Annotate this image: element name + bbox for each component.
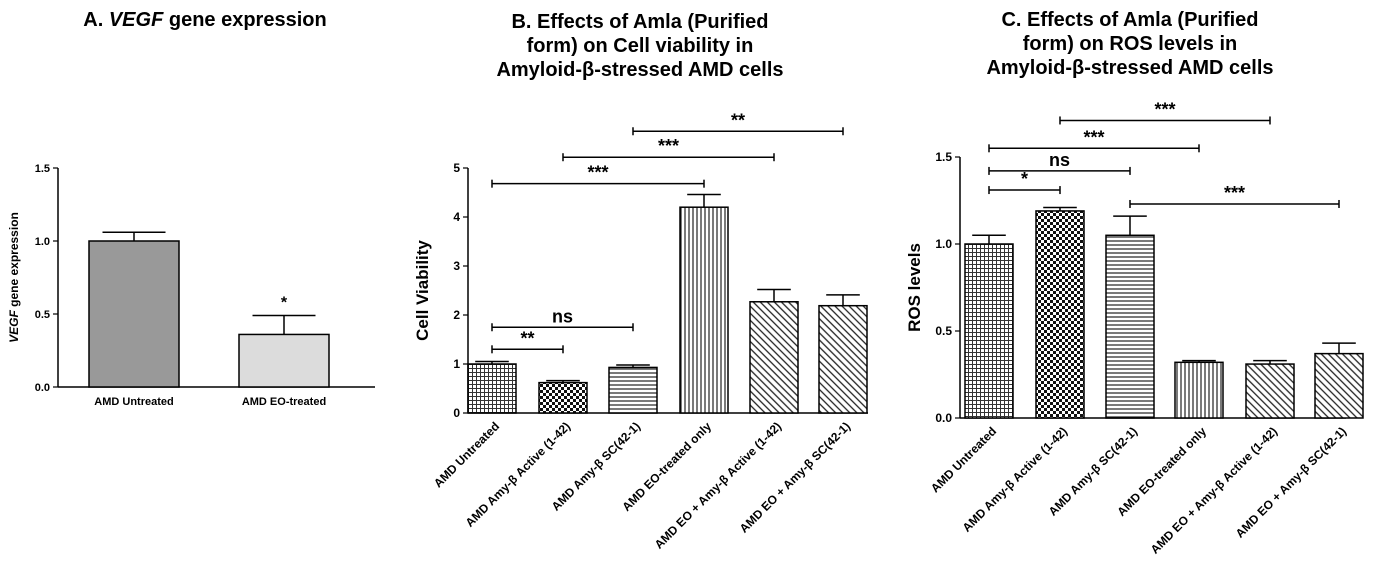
y-tick-label: 0.5: [935, 324, 952, 338]
panel-a-chart: 0.0 0.5 1.0 1.5 VEGF gene expression AMD Untr…: [7, 163, 375, 408]
significance-annotation: *: [281, 294, 288, 311]
y-tick-label: 1.0: [35, 236, 50, 248]
x-tick-label: AMD Untreated: [431, 419, 502, 490]
y-tick-label: 0.0: [35, 382, 50, 394]
y-tick-label: 0.5: [35, 309, 50, 321]
significance-label: ns: [552, 306, 573, 326]
significance-label: ns: [1049, 150, 1070, 170]
significance-label: ***: [1224, 183, 1245, 203]
y-axis-label: VEGF gene expression: [7, 212, 21, 343]
bar: [467, 363, 517, 414]
bar: [538, 381, 588, 414]
bar: [964, 243, 1014, 419]
y-tick-label: 1.5: [35, 163, 50, 175]
bar: [88, 240, 180, 388]
bar: [818, 304, 868, 414]
panel-c-title-line: Amyloid-β-stressed AMD cells: [986, 57, 1274, 79]
x-tick-label: AMD Untreated: [928, 424, 999, 495]
y-axis-label-rest: gene expression: [7, 212, 21, 310]
significance-label: *: [1021, 169, 1028, 189]
x-tick-label: AMD EO + Amy-β SC(42-1): [1233, 424, 1349, 540]
bar: [1174, 361, 1224, 419]
x-tick-label: AMD EO + Amy-β Active (1-42): [652, 419, 784, 551]
panel-a-title-italic: VEGF: [108, 9, 164, 31]
y-axis-label: ROS levels: [905, 243, 924, 332]
y-tick-label: 1.0: [935, 237, 952, 251]
panel-b-title: B. Effects of Amla (Purified form) on Ce…: [455, 10, 825, 82]
significance-label: ***: [587, 163, 608, 183]
panel-c-title-line: form) on ROS levels in: [1022, 33, 1238, 55]
y-tick-label: 1: [453, 357, 460, 371]
significance-label: ***: [1083, 127, 1104, 147]
panel-a-title-prefix: A.: [83, 9, 109, 31]
panel-a-title-suffix: gene expression: [163, 9, 327, 31]
panel-b-title-line: form) on Cell viability in: [526, 35, 754, 57]
bar: [1105, 234, 1155, 419]
x-tick-label: AMD EO + Amy-β SC(42-1): [737, 419, 853, 535]
significance-label: **: [731, 110, 745, 130]
bar: [1314, 352, 1364, 419]
y-tick-label: 2: [453, 308, 460, 322]
significance-label: ***: [658, 136, 679, 156]
y-axis-label-italic: VEGF: [7, 310, 21, 343]
y-tick-label: 5: [453, 161, 460, 175]
significance-label: ***: [1154, 99, 1175, 119]
bar: [608, 366, 658, 414]
significance-label: **: [520, 328, 534, 348]
bar: [1035, 210, 1085, 419]
bar: [749, 301, 799, 414]
panel-b-title-line: Amyloid-β-stressed AMD cells: [496, 59, 784, 81]
panel-c-title: C. Effects of Amla (Purified form) on RO…: [940, 8, 1320, 80]
y-tick-label: 0: [453, 406, 460, 420]
y-axis-label: Cell Viability: [413, 240, 432, 341]
x-tick-label: AMD EO + Amy-β Active (1-42): [1148, 424, 1280, 556]
x-tick-label: AMD EO-treated: [242, 396, 326, 408]
y-tick-label: 1.5: [935, 150, 952, 164]
bar: [1245, 363, 1295, 419]
y-tick-label: 4: [453, 210, 460, 224]
bar: [238, 333, 330, 388]
panel-a-title: A. VEGF gene expression: [20, 8, 390, 32]
panel-b-title-line: B. Effects of Amla (Purified: [511, 11, 769, 33]
panel-c-title-line: C. Effects of Amla (Purified: [1001, 9, 1259, 31]
y-tick-label: 3: [453, 259, 460, 273]
y-tick-label: 0.0: [935, 411, 952, 425]
bar: [679, 206, 729, 414]
x-tick-label: AMD Untreated: [94, 396, 173, 408]
